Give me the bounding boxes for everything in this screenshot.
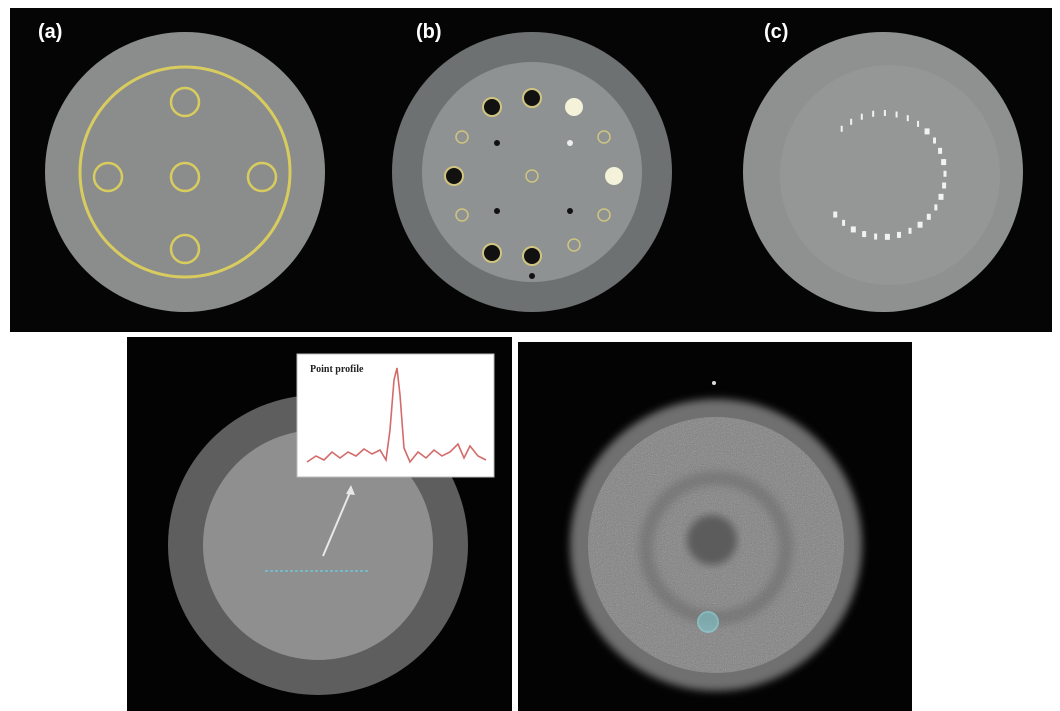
bar-group bbox=[938, 148, 942, 154]
bar-group bbox=[917, 121, 919, 127]
bar-group bbox=[841, 126, 843, 132]
bar-group bbox=[896, 112, 898, 118]
figure: (a) (b) (c) bbox=[0, 0, 1060, 711]
bar-group bbox=[941, 159, 946, 165]
bar-group bbox=[918, 222, 923, 228]
bar-group bbox=[897, 232, 901, 238]
bar-group bbox=[939, 194, 944, 200]
bar-group bbox=[942, 182, 946, 188]
panel-label: (b) bbox=[416, 21, 442, 43]
panel-label: (a) bbox=[38, 21, 62, 43]
bar-group bbox=[833, 212, 837, 218]
panel-d: Point profile bbox=[127, 337, 512, 711]
bar-group bbox=[907, 115, 909, 121]
bar-group bbox=[934, 204, 937, 210]
bar-group bbox=[925, 128, 930, 134]
bar-group bbox=[933, 138, 936, 144]
roi bbox=[698, 612, 718, 632]
bar-group bbox=[909, 228, 912, 234]
bar-group bbox=[861, 114, 863, 120]
bar-group bbox=[884, 110, 886, 116]
bar-group bbox=[874, 234, 877, 240]
bar-group bbox=[885, 234, 890, 240]
bar-group bbox=[850, 119, 852, 125]
phantom bbox=[45, 32, 325, 312]
bar-group bbox=[851, 226, 856, 232]
bar-group bbox=[927, 214, 931, 220]
panel-e bbox=[518, 342, 912, 711]
panel-label: (c) bbox=[764, 21, 788, 43]
phantom-inner bbox=[780, 65, 1000, 285]
inset-title: Point profile bbox=[310, 364, 364, 375]
bar-group bbox=[862, 231, 866, 237]
center-artifact bbox=[687, 515, 737, 565]
bar-group bbox=[943, 171, 946, 177]
bar-group bbox=[872, 111, 874, 117]
marker bbox=[712, 381, 716, 385]
bar-group bbox=[842, 220, 845, 226]
